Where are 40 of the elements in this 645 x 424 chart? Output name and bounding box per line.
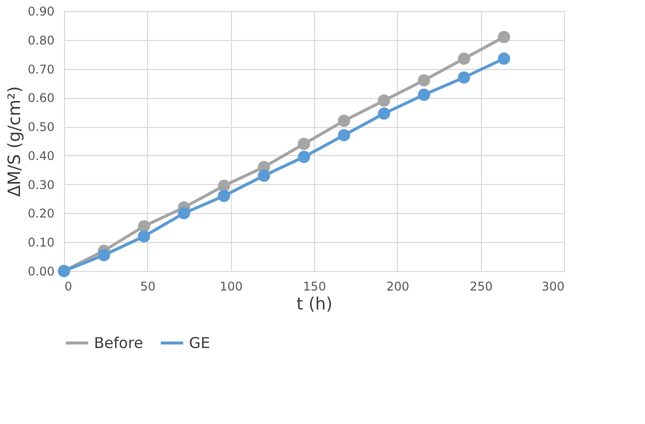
point [218, 180, 230, 192]
point [138, 220, 150, 232]
point [458, 71, 470, 84]
x-tick-label: 0 [64, 280, 72, 294]
y-tick-label: 0.00 [28, 264, 54, 278]
legend-label: Before [94, 334, 144, 352]
point [258, 170, 270, 182]
y-tick-label: 0.20 [28, 206, 54, 221]
point [498, 52, 510, 65]
y-tick-label: 0.70 [28, 62, 54, 76]
x-tick-label: 300 [542, 280, 564, 294]
x-tick-label: 200 [386, 280, 410, 294]
x-tick-label: 150 [303, 280, 326, 294]
y-axis-title: ΔM/S (g/cm²) [4, 86, 25, 197]
point [298, 138, 310, 150]
x-axis-title: t (h) [296, 294, 333, 314]
x-tick-label: 250 [470, 280, 493, 294]
point [418, 74, 430, 86]
point [98, 249, 110, 262]
x-tick-label: 100 [220, 280, 243, 294]
point [298, 150, 310, 163]
point [418, 88, 430, 101]
point [138, 230, 150, 242]
y-tick-label: 0.50 [28, 120, 54, 134]
y-tick-label: 0.40 [28, 148, 54, 163]
point [178, 207, 190, 220]
point [378, 94, 390, 107]
y-tick-label: 0.30 [28, 178, 54, 192]
point [338, 114, 350, 127]
y-tick-label: 0.60 [28, 91, 54, 106]
x-tick-label: 50 [140, 280, 156, 294]
y-tick-label: 0.80 [28, 33, 54, 48]
y-tick-label: 0.90 [28, 4, 54, 18]
point [498, 30, 510, 44]
point [218, 190, 230, 202]
point [378, 107, 390, 120]
y-tick-label: 0.10 [28, 236, 54, 250]
legend-label: GE [189, 334, 210, 352]
point [458, 52, 470, 65]
point [338, 129, 350, 142]
